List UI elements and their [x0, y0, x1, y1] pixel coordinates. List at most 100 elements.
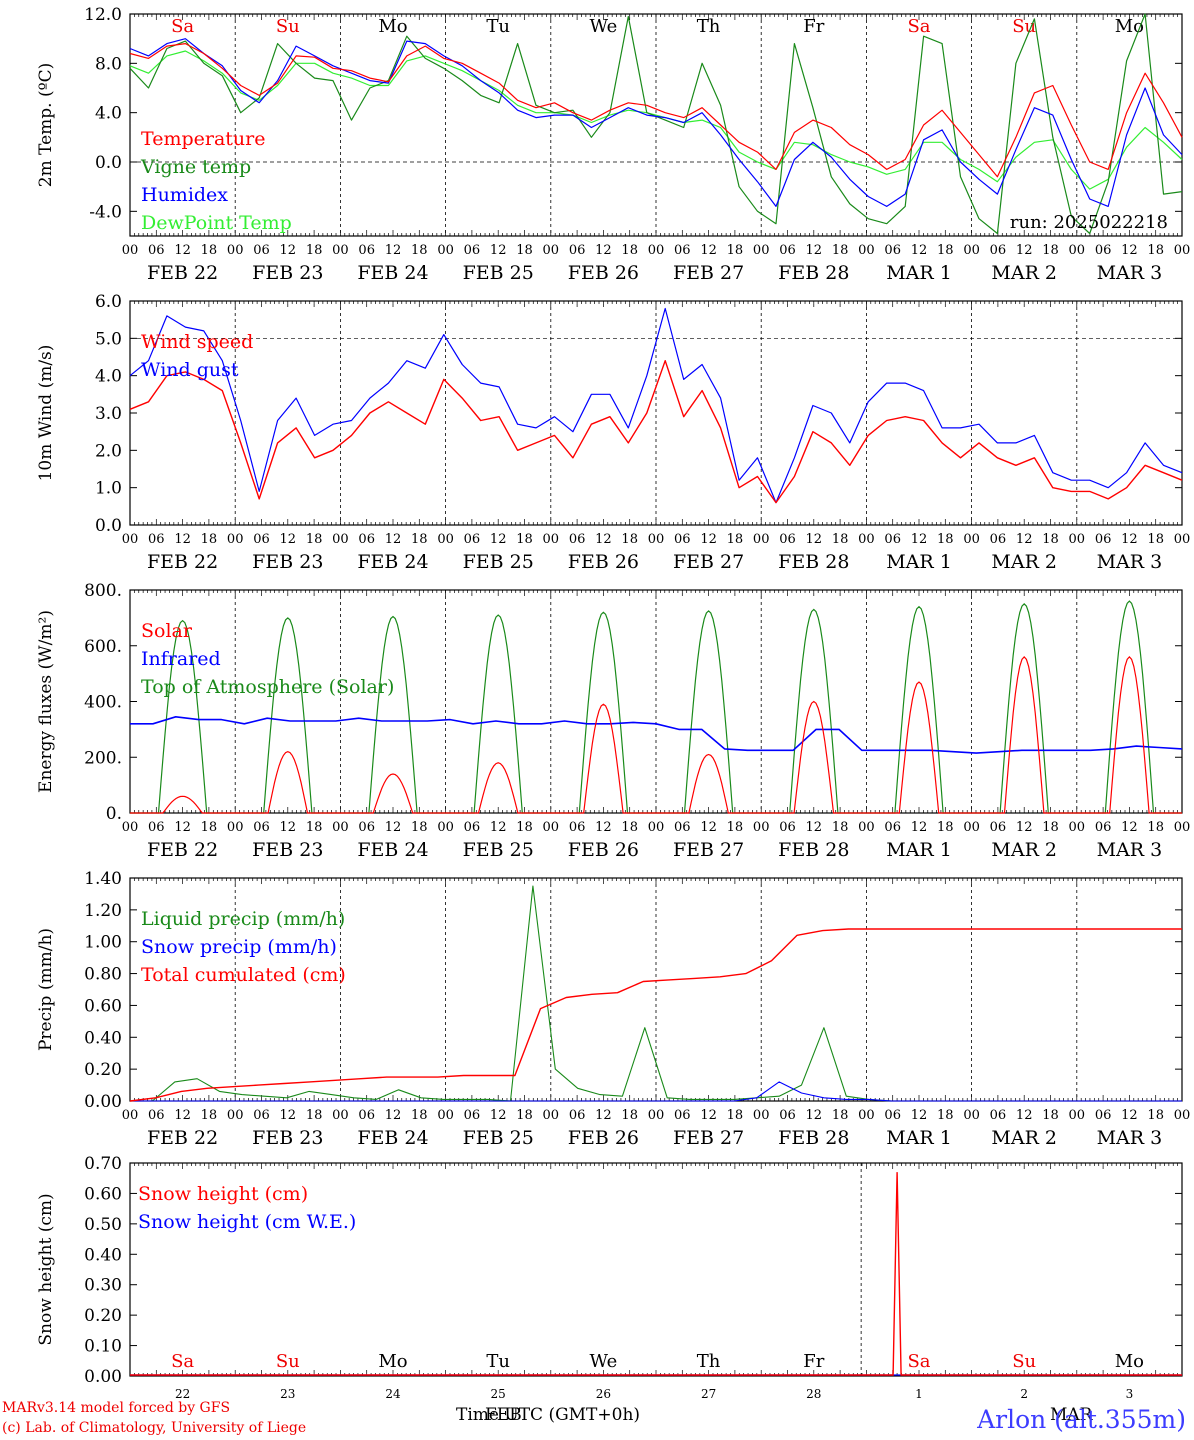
- hour-tick-label: 06: [674, 243, 691, 258]
- hour-tick-label: 12: [1121, 532, 1138, 547]
- hour-tick-label: 18: [306, 1108, 323, 1123]
- hour-tick-label: 12: [174, 532, 191, 547]
- date-label: MAR 1: [886, 839, 952, 861]
- y-tick-label: 6.0: [95, 292, 122, 312]
- y-tick-label: 600.: [84, 637, 122, 657]
- weekday-label: We: [590, 16, 618, 37]
- date-label: FEB 28: [778, 839, 849, 861]
- weekday-label: Mo: [378, 1351, 407, 1372]
- date-label: MAR 3: [1097, 1127, 1163, 1149]
- y-axis-label: Snow height (cm): [36, 1193, 56, 1345]
- hour-tick-label: 06: [1095, 243, 1112, 258]
- y-axis-label: 2m Temp. (ºC): [36, 63, 56, 188]
- hour-tick-label: 00: [227, 532, 244, 547]
- hour-tick-label: 18: [1147, 820, 1164, 835]
- time-axis-label: Time UTC (GMT+0h): [456, 1405, 641, 1425]
- weekday-label: Th: [697, 16, 721, 37]
- hour-tick-label: 00: [963, 532, 980, 547]
- hour-tick-label: 12: [1121, 1108, 1138, 1123]
- panel-frame-3: [129, 589, 1183, 814]
- hour-tick-label: 06: [674, 820, 691, 835]
- hour-tick-label: 00: [648, 243, 665, 258]
- day-number-label: 2: [1020, 1387, 1028, 1401]
- hour-tick-label: 00: [437, 820, 454, 835]
- hour-tick-label: 18: [832, 820, 849, 835]
- y-tick-label: 4.0: [95, 104, 122, 124]
- y-tick-label: 400.: [84, 693, 122, 713]
- y-tick-label: 0.30: [84, 1276, 122, 1296]
- y-tick-label: 2.0: [95, 441, 122, 461]
- y-tick-label: 0.80: [84, 965, 122, 985]
- date-label: MAR 3: [1097, 262, 1163, 284]
- hour-tick-label: 00: [648, 820, 665, 835]
- y-tick-label: 4.0: [95, 367, 122, 387]
- hour-tick-label: 12: [806, 1108, 823, 1123]
- hour-tick-label: 06: [779, 820, 796, 835]
- hour-tick-label: 06: [1095, 532, 1112, 547]
- date-label: FEB 23: [252, 1127, 323, 1149]
- hour-tick-label: 00: [858, 532, 875, 547]
- hour-tick-label: 12: [911, 243, 928, 258]
- hour-tick-label: 18: [832, 1108, 849, 1123]
- hour-tick-label: 12: [1016, 532, 1033, 547]
- hour-tick-label: 18: [306, 820, 323, 835]
- hour-tick-label: 00: [1069, 1108, 1086, 1123]
- credit-line-2: (c) Lab. of Climatology, University of L…: [2, 1420, 307, 1436]
- hour-tick-label: 18: [201, 243, 218, 258]
- hour-tick-label: 00: [1069, 532, 1086, 547]
- date-label: FEB 24: [357, 839, 428, 861]
- date-label: FEB 26: [568, 551, 639, 573]
- legend-entry: Vigne temp: [140, 156, 251, 178]
- legend-entry: Liquid precip (mm/h): [141, 908, 345, 930]
- date-label: FEB 23: [252, 839, 323, 861]
- hour-tick-label: 12: [806, 243, 823, 258]
- y-tick-label: -4.0: [89, 202, 122, 222]
- weekday-label: Tu: [486, 1351, 510, 1372]
- hour-tick-label: 12: [1121, 243, 1138, 258]
- date-label: FEB 24: [357, 551, 428, 573]
- hour-tick-label: 18: [727, 1108, 744, 1123]
- date-label: FEB 25: [463, 551, 534, 573]
- y-tick-label: 0.: [106, 804, 122, 824]
- y-tick-label: 1.40: [84, 869, 122, 889]
- date-label: MAR 1: [886, 1127, 952, 1149]
- day-number-label: 22: [175, 1387, 190, 1401]
- day-number-label: 28: [806, 1387, 821, 1401]
- legend-entry: Temperature: [141, 128, 265, 150]
- hour-tick-label: 06: [990, 243, 1007, 258]
- hour-tick-label: 00: [543, 1108, 560, 1123]
- y-tick-label: 0.00: [84, 1367, 122, 1387]
- hour-tick-label: 18: [1147, 1108, 1164, 1123]
- y-tick-label: 0.60: [84, 996, 122, 1016]
- date-label: FEB 24: [357, 1127, 428, 1149]
- hour-tick-label: 12: [700, 243, 717, 258]
- hour-tick-label: 12: [490, 243, 507, 258]
- y-tick-label: 3.0: [95, 404, 122, 424]
- y-tick-label: 200.: [84, 748, 122, 768]
- y-axis-label: 10m Wind (m/s): [36, 345, 56, 482]
- hour-tick-label: 00: [963, 1108, 980, 1123]
- y-tick-label: 800.: [84, 581, 122, 601]
- hour-tick-label: 12: [595, 243, 612, 258]
- hour-tick-label: 18: [516, 243, 533, 258]
- day-number-label: 1: [915, 1387, 923, 1401]
- hour-tick-label: 18: [937, 243, 954, 258]
- hour-tick-label: 06: [253, 1108, 270, 1123]
- weekday-label: Sa: [171, 16, 194, 37]
- weekday-label: Su: [1012, 16, 1036, 37]
- hour-tick-label: 00: [437, 243, 454, 258]
- hour-tick-label: 06: [464, 243, 481, 258]
- hour-tick-label: 12: [280, 820, 297, 835]
- hour-tick-label: 00: [753, 532, 770, 547]
- hour-tick-label: 12: [806, 532, 823, 547]
- weekday-label: Fr: [803, 1351, 824, 1372]
- hour-tick-label: 18: [201, 820, 218, 835]
- date-label: MAR 2: [991, 551, 1057, 573]
- hour-tick-label: 12: [911, 820, 928, 835]
- hour-tick-label: 18: [621, 243, 638, 258]
- hour-tick-label: 00: [543, 820, 560, 835]
- hour-tick-label: 06: [674, 532, 691, 547]
- hour-tick-label: 18: [306, 243, 323, 258]
